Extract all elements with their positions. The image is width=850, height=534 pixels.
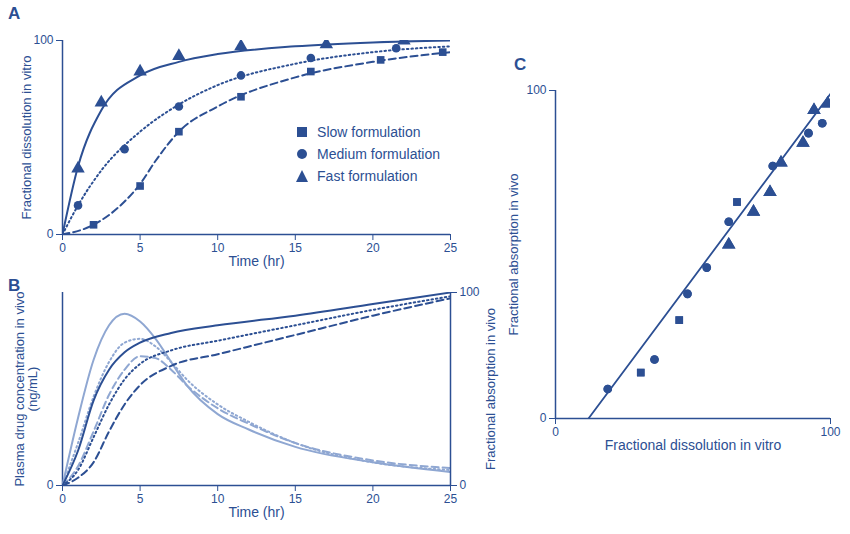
svg-text:Fractional dissolution in vitr: Fractional dissolution in vitro <box>605 437 782 453</box>
svg-text:0: 0 <box>540 411 547 425</box>
html-text:C: C <box>514 55 527 74</box>
svg-text:Fractional dissolution in vitr: Fractional dissolution in vitro <box>19 55 34 219</box>
html-text:Fast formulation: Fast formulation <box>317 168 418 185</box>
svg-text:20: 20 <box>366 241 380 255</box>
svg-text:5: 5 <box>137 492 144 506</box>
svg-text:Plasma drug concentration in v: Plasma drug concentration in vivo(ng/mL) <box>12 291 40 486</box>
svg-text:Fractional absorption in vivo: Fractional absorption in vivo <box>483 308 498 470</box>
svg-text:20: 20 <box>366 492 380 506</box>
svg-text:0: 0 <box>59 492 66 506</box>
svg-text:Fractional absorption in vivo: Fractional absorption in vivo <box>506 174 521 336</box>
svg-text:25: 25 <box>444 492 458 506</box>
svg-text:15: 15 <box>289 492 303 506</box>
svg-text:Time (hr): Time (hr) <box>228 504 284 520</box>
svg-text:0: 0 <box>47 478 54 492</box>
svg-text:5: 5 <box>137 241 144 255</box>
svg-text:Time (hr): Time (hr) <box>228 253 284 269</box>
svg-text:0: 0 <box>460 478 467 492</box>
svg-text:100: 100 <box>460 285 480 299</box>
svg-text:100: 100 <box>526 83 546 97</box>
html-text:Slow formulation: Slow formulation <box>317 124 421 141</box>
svg-text:0: 0 <box>47 227 54 241</box>
svg-text:15: 15 <box>289 241 303 255</box>
svg-text:100: 100 <box>820 425 840 439</box>
svg-text:0: 0 <box>552 425 559 439</box>
svg-text:25: 25 <box>444 241 458 255</box>
svg-text:0: 0 <box>59 241 66 255</box>
html-text:A: A <box>8 4 21 23</box>
svg-text:10: 10 <box>211 241 225 255</box>
html-text:Medium formulation: Medium formulation <box>317 146 440 163</box>
svg-text:10: 10 <box>211 492 225 506</box>
html-text:B: B <box>8 276 21 295</box>
svg-text:100: 100 <box>33 33 53 47</box>
